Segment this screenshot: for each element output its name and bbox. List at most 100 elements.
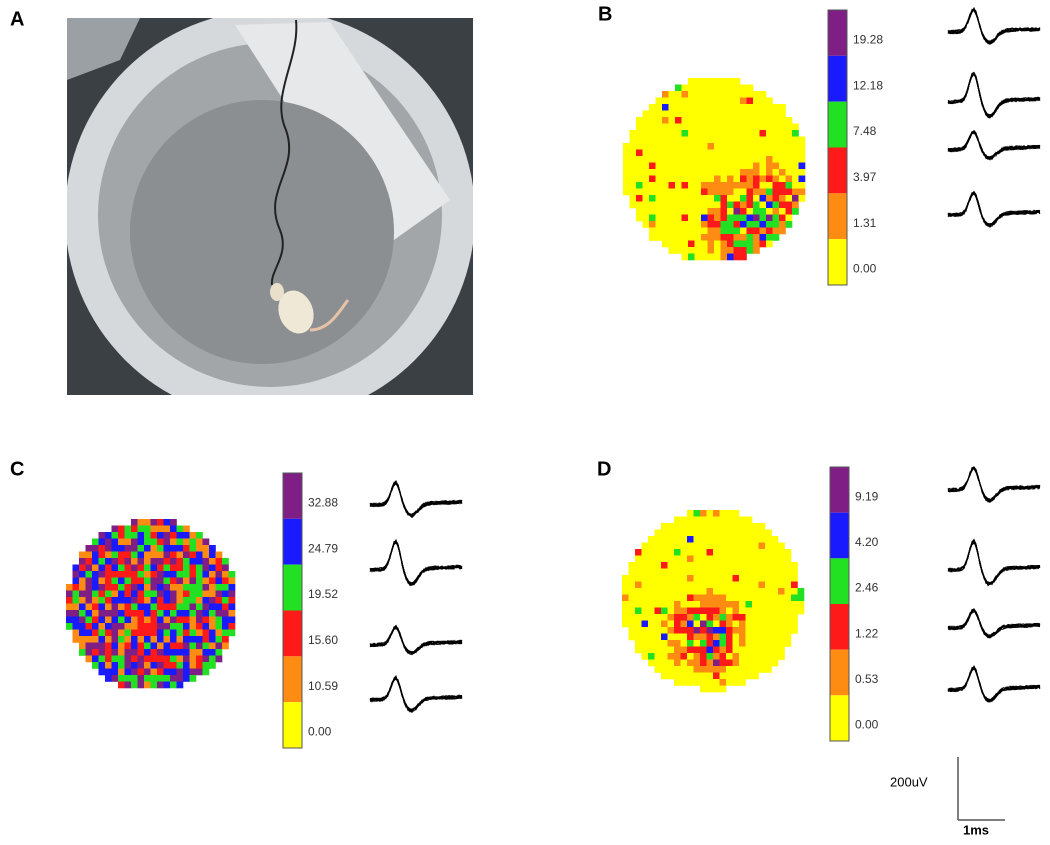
- map-cell: [758, 646, 766, 654]
- map-cell: [642, 149, 650, 157]
- map-cell: [674, 536, 681, 543]
- map-cell: [654, 581, 662, 589]
- map-cell: [189, 584, 197, 591]
- map-cell: [202, 603, 210, 611]
- color-bar-segment: [830, 649, 849, 696]
- map-cell: [675, 143, 682, 150]
- map-cell: [189, 551, 197, 559]
- map-cell: [655, 162, 663, 170]
- map-cell: [85, 616, 93, 624]
- waveform-trace: [369, 677, 463, 712]
- map-cell: [739, 523, 746, 530]
- map-cell: [202, 636, 210, 643]
- map-cell: [137, 681, 145, 689]
- map-cell: [85, 623, 93, 630]
- map-cell: [771, 614, 779, 621]
- map-cell: [131, 584, 138, 591]
- map-cell: [137, 584, 145, 591]
- map-cell: [765, 627, 772, 634]
- map-cell: [183, 655, 190, 663]
- map-cell: [661, 594, 668, 602]
- waveform-trace: [369, 540, 463, 584]
- map-cell: [675, 208, 682, 215]
- map-cell: [687, 542, 694, 550]
- map-cell: [623, 182, 630, 189]
- map-cell: [649, 110, 656, 118]
- map-cell: [124, 571, 132, 578]
- map-cell: [727, 162, 734, 170]
- map-cell: [629, 156, 637, 163]
- map-cell: [687, 659, 694, 667]
- map-cell: [118, 577, 125, 585]
- map-cell: [694, 156, 702, 163]
- map-cell: [655, 201, 663, 209]
- map-cell: [668, 104, 676, 111]
- map-cell: [105, 571, 112, 578]
- map-cell: [687, 581, 694, 589]
- map-cell: [98, 610, 106, 617]
- waveform-trace: [947, 191, 1041, 226]
- map-cell: [713, 568, 720, 576]
- map-cell: [688, 234, 695, 241]
- map-cell: [714, 253, 721, 261]
- map-cell: [628, 633, 636, 641]
- map-cell: [714, 78, 721, 85]
- map-cell: [732, 536, 740, 543]
- map-cell: [779, 136, 786, 144]
- map-cell: [779, 182, 786, 189]
- map-cell: [209, 662, 216, 669]
- map-cell: [701, 195, 708, 202]
- map-cell: [628, 568, 636, 576]
- map-cell: [681, 123, 689, 131]
- map-cell: [636, 156, 643, 163]
- map-cell: [137, 642, 145, 650]
- map-cell: [98, 655, 106, 663]
- map-cell: [183, 597, 190, 604]
- waveform-trace: [947, 7, 1041, 43]
- map-cell: [176, 545, 184, 552]
- map-cell: [202, 551, 210, 559]
- map-cell: [209, 616, 216, 624]
- map-cell: [727, 136, 734, 144]
- map-cell: [111, 675, 119, 682]
- map-cell: [150, 571, 158, 578]
- map-cell: [111, 623, 119, 630]
- map-cell: [687, 568, 694, 576]
- map-cell: [157, 675, 164, 682]
- map-cell: [680, 575, 688, 582]
- map-cell: [661, 542, 668, 550]
- map-cell: [667, 640, 675, 647]
- map-cell: [118, 649, 125, 656]
- map-cell: [144, 603, 151, 611]
- map-cell: [144, 551, 151, 559]
- map-cell: [740, 162, 747, 170]
- map-cell: [745, 549, 753, 556]
- map-cell: [662, 117, 669, 124]
- map-cell: [150, 590, 158, 598]
- map-cell: [654, 646, 662, 654]
- map-cell: [629, 143, 637, 150]
- map-cell: [196, 603, 203, 611]
- map-cell: [681, 97, 689, 105]
- map-cell: [118, 545, 125, 552]
- map-cell: [739, 659, 746, 667]
- map-cell: [779, 156, 786, 163]
- map-cell: [759, 169, 767, 176]
- map-cell: [713, 646, 720, 654]
- map-cell: [629, 201, 637, 209]
- panel-label: C: [10, 458, 24, 480]
- waveform-trace: [947, 538, 1041, 585]
- map-cell: [124, 577, 132, 585]
- map-cell: [183, 642, 190, 650]
- map-cell: [222, 564, 229, 572]
- map-cell: [797, 601, 805, 608]
- map-cell: [719, 516, 727, 524]
- map-cell: [706, 685, 714, 693]
- map-cell: [798, 149, 806, 157]
- map-cell: [641, 620, 649, 628]
- map-cell: [137, 577, 145, 585]
- map-cell: [667, 549, 675, 556]
- map-cell: [196, 564, 203, 572]
- map-cell: [189, 571, 197, 578]
- map-cell: [674, 555, 681, 563]
